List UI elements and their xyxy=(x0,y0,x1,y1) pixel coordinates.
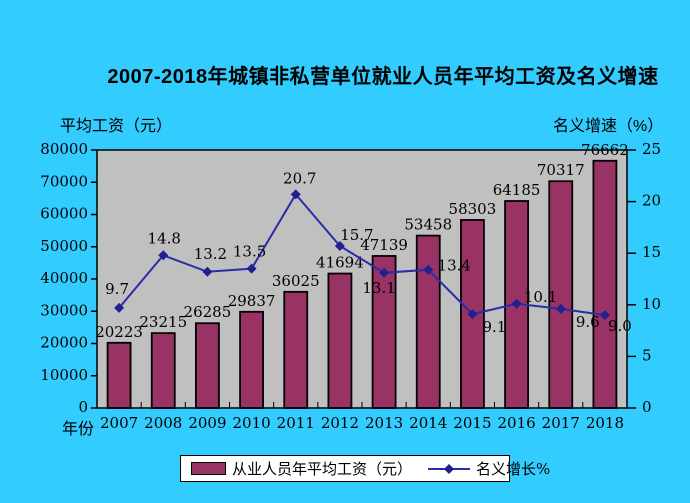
line-marker-diamond-icon xyxy=(423,264,434,275)
bar-value-label: 76662 xyxy=(581,141,629,159)
bar xyxy=(415,234,441,409)
x-axis-category-label: 2016 xyxy=(497,414,535,432)
left-axis-tick-label: 30000 xyxy=(40,301,88,319)
line-marker-diamond-icon xyxy=(379,267,390,278)
x-axis-category-label: 2007 xyxy=(100,414,138,432)
bar-value-label: 47139 xyxy=(360,236,408,254)
line-marker-diamond-icon xyxy=(511,298,522,309)
x-axis-category-label: 2013 xyxy=(365,414,403,432)
right-axis-title: 名义增速（%） xyxy=(553,118,664,135)
bar xyxy=(548,180,574,409)
left-axis-tick-label: 0 xyxy=(78,398,88,416)
left-axis-tick-label: 50000 xyxy=(40,237,88,255)
line-marker-diamond-icon xyxy=(555,303,566,314)
left-axis-tick-label: 70000 xyxy=(40,172,88,190)
legend-line-marker-icon xyxy=(428,463,471,474)
left-axis-tick-label: 80000 xyxy=(40,140,88,158)
left-axis-title: 平均工资（元） xyxy=(60,118,173,135)
line-marker-diamond-icon xyxy=(467,309,478,320)
bar-value-label: 41694 xyxy=(316,254,364,272)
bar xyxy=(592,159,618,409)
bar-value-label: 70317 xyxy=(537,161,585,179)
line-value-label: 13.4 xyxy=(438,257,471,275)
line-marker-diamond-icon xyxy=(202,266,213,277)
line-marker-diamond-icon xyxy=(158,250,169,261)
line-marker-diamond-icon xyxy=(114,302,125,313)
left-axis-tick-label: 60000 xyxy=(40,205,88,223)
x-axis-category-label: 2018 xyxy=(586,414,624,432)
right-axis-tick-label: 25 xyxy=(642,140,661,158)
line-value-label: 13.2 xyxy=(194,245,227,263)
bar xyxy=(327,272,353,409)
bar-value-label: 64185 xyxy=(493,181,541,199)
x-axis-category-label: 2017 xyxy=(542,414,580,432)
line-value-label: 9.0 xyxy=(608,317,632,335)
bar xyxy=(239,310,264,409)
right-axis-tick-label: 15 xyxy=(642,243,661,261)
legend: 从业人员年平均工资（元） 名义增长% xyxy=(180,455,550,482)
bar-value-label: 23215 xyxy=(139,313,187,331)
left-axis-tick-label: 40000 xyxy=(40,269,88,287)
legend-line-label: 名义增长% xyxy=(476,460,551,478)
left-axis-tick-label: 10000 xyxy=(40,366,88,384)
line-value-label: 9.6 xyxy=(576,313,600,331)
x-axis-category-label: 2011 xyxy=(277,414,315,432)
bar-value-label: 26285 xyxy=(184,303,232,321)
x-axis-category-label: 2008 xyxy=(144,414,182,432)
chart-title: 2007-2018年城镇非私营单位就业人员年平均工资及名义增速 xyxy=(107,66,659,88)
line-value-label: 13.5 xyxy=(233,243,266,261)
right-axis-tick-label: 20 xyxy=(642,192,661,210)
line-value-label: 14.8 xyxy=(148,229,181,247)
line-marker-diamond-icon xyxy=(290,189,301,200)
bar xyxy=(195,322,220,409)
line-marker-diamond-icon xyxy=(334,240,345,251)
line-value-label: 20.7 xyxy=(283,169,316,187)
right-axis-tick-label: 10 xyxy=(642,295,661,313)
x-axis-title: 年份 xyxy=(62,421,95,438)
bar-value-label: 29837 xyxy=(228,292,276,310)
bar-value-label: 20223 xyxy=(95,323,143,341)
right-axis-tick-label: 5 xyxy=(642,346,652,364)
plot-background xyxy=(96,149,628,409)
bar xyxy=(283,290,309,409)
bar-value-label: 58303 xyxy=(449,200,497,218)
left-axis-tick-label: 20000 xyxy=(40,334,88,352)
bar xyxy=(371,255,397,409)
bar-value-label: 36025 xyxy=(272,272,320,290)
right-axis-tick-label: 0 xyxy=(642,398,652,416)
bar xyxy=(106,341,132,409)
bar xyxy=(150,332,176,409)
growth-line xyxy=(118,192,606,317)
line-value-label: 10.1 xyxy=(524,288,557,306)
legend-bar-swatch-icon xyxy=(191,462,226,475)
x-axis-category-label: 2014 xyxy=(409,414,447,432)
legend-bar-label: 从业人员年平均工资（元） xyxy=(232,460,413,478)
line-marker-diamond-icon xyxy=(599,310,610,321)
x-axis-category-label: 2015 xyxy=(453,414,491,432)
line-value-label: 13.1 xyxy=(362,279,395,297)
line-value-label: 9.1 xyxy=(482,318,506,336)
x-axis-category-label: 2012 xyxy=(321,414,359,432)
line-value-label: 9.7 xyxy=(105,280,129,298)
line-value-label: 15.7 xyxy=(340,226,373,244)
x-axis-category-label: 2010 xyxy=(232,414,270,432)
x-axis-category-label: 2009 xyxy=(188,414,226,432)
bar-value-label: 53458 xyxy=(404,216,452,234)
line-marker-diamond-icon xyxy=(246,263,257,274)
